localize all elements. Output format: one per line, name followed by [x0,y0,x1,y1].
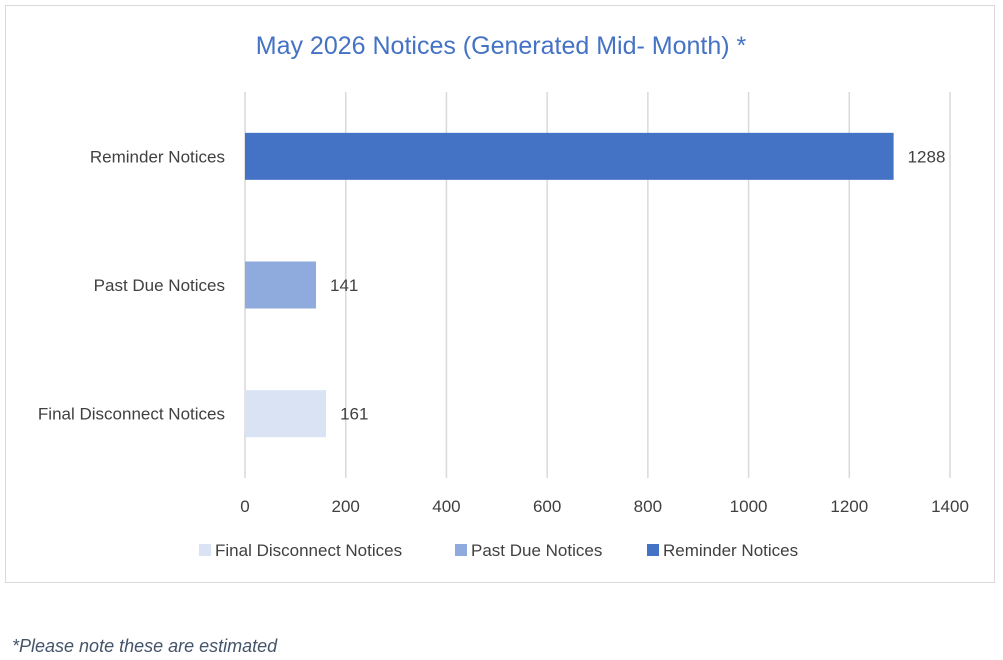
x-tick-label: 0 [240,497,249,516]
x-tick-label: 1400 [931,497,969,516]
bar [245,132,894,180]
legend-label: Reminder Notices [663,541,798,560]
category-label: Reminder Notices [90,147,225,166]
data-label: 141 [330,276,358,295]
legend-label: Final Disconnect Notices [215,541,402,560]
legend-swatch [455,544,467,556]
bar-chart: May 2026 Notices (Generated Mid- Month) … [38,32,969,560]
x-tick-label: 1000 [730,497,768,516]
chart-frame [5,5,995,583]
x-tick-label: 600 [533,497,561,516]
legend-swatch [199,544,211,556]
chart-title: May 2026 Notices (Generated Mid- Month) … [256,32,747,60]
data-label: 1288 [908,147,946,166]
legend-swatch [647,544,659,556]
x-tick-label: 800 [634,497,662,516]
footnote: *Please note these are estimated [12,636,278,656]
bar [245,261,317,309]
data-label: 161 [340,405,368,424]
x-tick-label: 400 [432,497,460,516]
bar [245,390,327,438]
x-tick-label: 200 [332,497,360,516]
x-tick-label: 1200 [830,497,868,516]
category-label: Past Due Notices [94,276,225,295]
legend-label: Past Due Notices [471,541,602,560]
category-label: Final Disconnect Notices [38,405,225,424]
